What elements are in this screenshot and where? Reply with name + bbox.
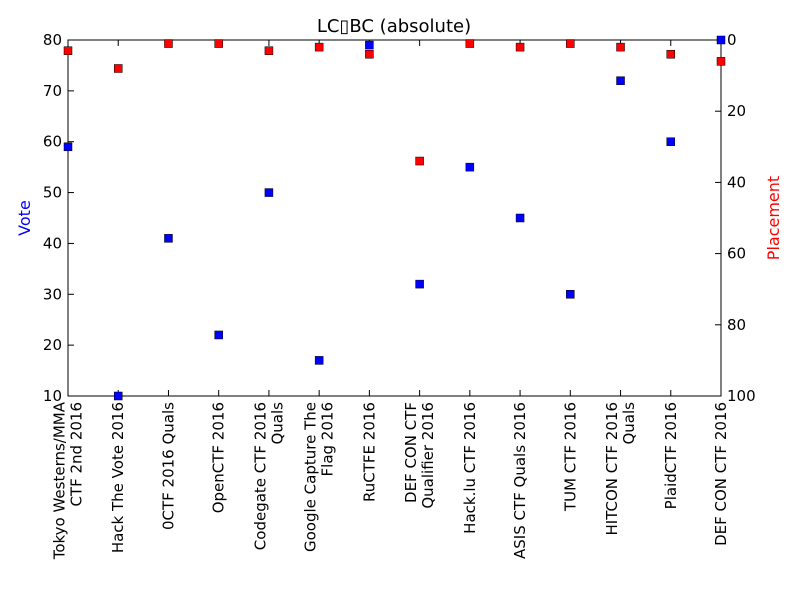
x-category-label: 0CTF 2016 Quals: [159, 402, 177, 530]
data-point-vote: [314, 356, 324, 365]
y-left-tick-label: 30: [43, 285, 62, 303]
data-point-placement: [264, 46, 274, 55]
y-right-tick-label: 100: [727, 387, 756, 405]
x-category-label: Hack.lu CTF 2016: [461, 402, 479, 534]
data-point-placement: [63, 46, 73, 55]
data-point-vote: [616, 76, 625, 85]
y-axis-left-label: Vote: [15, 200, 34, 236]
data-point-placement: [666, 49, 676, 59]
data-point-vote: [264, 188, 274, 197]
x-category-label: Flag 2016: [319, 402, 337, 476]
y-left-tick-label: 60: [43, 133, 62, 151]
data-point-vote: [365, 40, 374, 50]
data-point-placement: [515, 42, 525, 52]
y-right-tick-label: 60: [727, 245, 746, 263]
x-category-label: Tokyo Westerns/MMA: [51, 401, 69, 560]
x-category-label: Quals: [620, 402, 638, 445]
y-left-tick-label: 70: [43, 82, 62, 100]
y-left-tick-label: 40: [43, 234, 62, 252]
data-point-placement: [415, 156, 424, 166]
chart-title: LC▯BC (absolute): [317, 16, 471, 37]
data-point-placement: [616, 42, 625, 52]
x-category-label: TUM CTF 2016: [561, 402, 579, 512]
x-category-label: Codegate CTF 2016: [251, 402, 269, 550]
x-category-label: DEF CON CTF: [402, 402, 420, 503]
data-point-vote: [63, 142, 73, 152]
y-right-tick-label: 80: [727, 316, 746, 334]
data-point-placement: [716, 57, 726, 66]
data-point-vote: [415, 279, 424, 289]
y-right-tick-label: 40: [727, 173, 746, 191]
x-category-label: Quals: [268, 402, 286, 445]
x-category-label: ASIS CTF Quals 2016: [511, 402, 529, 559]
plot-frame: [67, 39, 722, 397]
x-category-label: DEF CON CTF 2016: [712, 402, 730, 546]
y-left-tick-label: 10: [43, 387, 62, 405]
data-point-vote: [716, 35, 726, 45]
data-point-vote: [214, 330, 223, 340]
x-category-label: Google Capture The: [302, 402, 320, 552]
data-point-placement: [164, 39, 173, 48]
data-point-placement: [566, 39, 575, 48]
data-point-placement: [465, 39, 475, 48]
data-point-placement: [214, 39, 223, 48]
x-category-label: OpenCTF 2016: [210, 402, 228, 513]
y-right-tick-label: 0: [727, 31, 737, 49]
data-point-vote: [666, 137, 676, 146]
data-point-vote: [515, 213, 525, 223]
data-point-placement: [113, 64, 123, 73]
x-category-label: PlaidCTF 2016: [662, 402, 680, 509]
x-category-label: RuCTFE 2016: [360, 402, 378, 502]
x-category-label: HITCON CTF 2016: [603, 402, 621, 535]
data-point-placement: [314, 42, 324, 52]
y-left-tick-label: 50: [43, 184, 62, 202]
plot-area: 10 20 30 40 50 60 70 80 0 20 40 60 80 100 Tokyo Wester…: [43, 31, 756, 560]
data-point-vote: [164, 234, 173, 243]
data-point-placement: [365, 49, 374, 59]
y-right-tick-label: 20: [727, 102, 746, 120]
data-point-vote: [113, 391, 123, 401]
x-category-label: CTF 2nd 2016: [68, 402, 86, 507]
y-left-tick-label: 20: [43, 336, 62, 354]
x-category-label: Hack The Vote 2016: [109, 402, 127, 553]
data-point-vote: [566, 290, 575, 299]
y-axis-right-label: Placement: [764, 176, 783, 260]
y-left-tick-label: 80: [43, 31, 62, 49]
data-point-vote: [465, 162, 475, 172]
x-category-label: Qualifier 2016: [419, 402, 437, 509]
